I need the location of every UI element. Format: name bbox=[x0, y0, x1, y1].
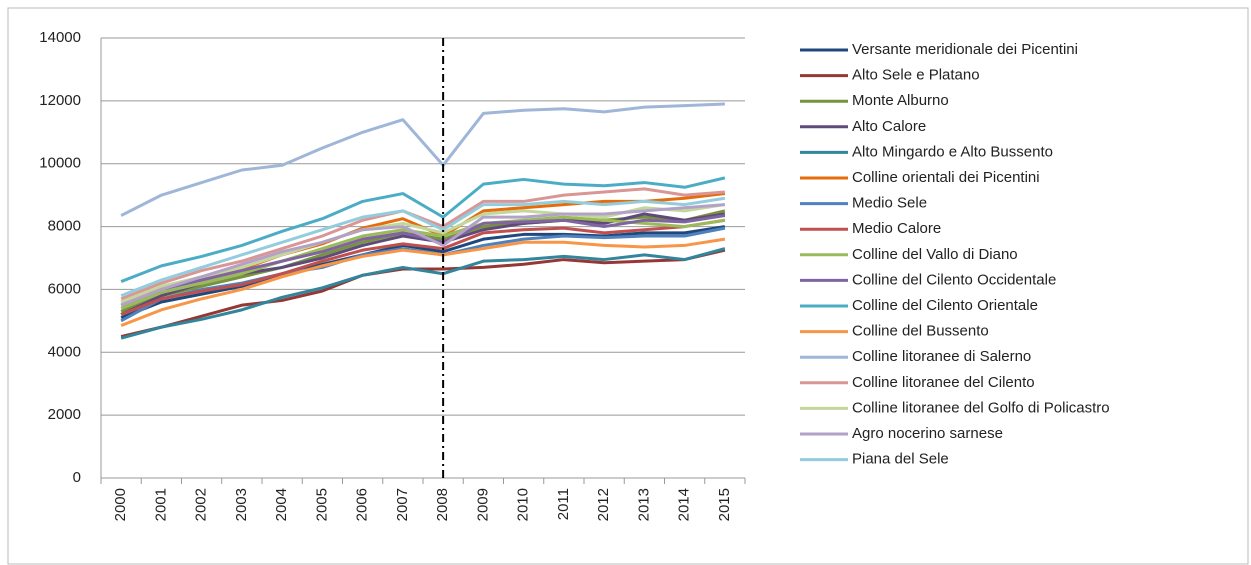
legend-label: Versante meridionale dei Picentini bbox=[852, 41, 1078, 58]
series-line bbox=[120, 215, 726, 310]
y-tick-label: 4000 bbox=[48, 343, 81, 360]
x-tick-label: 2000 bbox=[112, 488, 129, 521]
x-tick-label: 2014 bbox=[676, 488, 693, 521]
legend-label: Colline del Vallo di Diano bbox=[852, 246, 1018, 263]
series-line bbox=[120, 203, 725, 307]
series-line bbox=[120, 247, 726, 340]
legend-label: Colline del Bussento bbox=[852, 323, 989, 340]
series-line bbox=[120, 196, 726, 298]
frame bbox=[7, 7, 1249, 565]
series-line bbox=[120, 225, 726, 320]
y-tick-label: 14000 bbox=[39, 29, 81, 46]
y-tick-label: 0 bbox=[73, 469, 81, 486]
x-tick-label: 2004 bbox=[273, 488, 290, 521]
legend-label: Colline del Cilento Occidentale bbox=[852, 271, 1056, 288]
x-tick-label: 2011 bbox=[555, 488, 572, 520]
legend-label: Alto Sele e Platano bbox=[852, 67, 980, 84]
legend-label: Agro nocerino sarnese bbox=[852, 425, 1003, 442]
y-tick-label: 10000 bbox=[39, 155, 81, 172]
y-tick-label: 6000 bbox=[48, 280, 81, 297]
series-line bbox=[120, 176, 726, 283]
legend-label: Colline litoranee del Cilento bbox=[852, 374, 1035, 391]
series-line bbox=[120, 102, 725, 217]
series-line bbox=[120, 248, 726, 339]
x-tick-label: 2007 bbox=[394, 488, 411, 521]
x-tick-label: 2001 bbox=[152, 488, 169, 521]
legend-label: Colline del Cilento Orientale bbox=[852, 297, 1038, 314]
legend-label: Medio Sele bbox=[852, 195, 927, 212]
x-tick-label: 2005 bbox=[313, 488, 330, 521]
y-tick-label: 2000 bbox=[48, 406, 81, 423]
x-tick-label: 2008 bbox=[434, 488, 451, 521]
legend-label: Colline orientali dei Picentini bbox=[852, 169, 1040, 186]
series-line bbox=[120, 218, 726, 316]
legend-label: Piana del Sele bbox=[852, 451, 949, 468]
legend-label: Medio Calore bbox=[852, 220, 941, 237]
legend-label: Colline litoranee di Salerno bbox=[852, 348, 1031, 365]
x-tick-label: 2006 bbox=[354, 488, 371, 521]
x-tick-label: 2009 bbox=[474, 488, 491, 521]
series-line bbox=[120, 237, 726, 327]
x-tick-label: 2002 bbox=[193, 488, 210, 521]
y-tick-label: 8000 bbox=[48, 218, 81, 235]
legend-label: Alto Calore bbox=[852, 118, 926, 135]
x-tick-label: 2003 bbox=[233, 488, 250, 521]
legend-label: Colline litoranee del Golfo di Policastr… bbox=[852, 399, 1110, 416]
x-tick-label: 2013 bbox=[635, 488, 652, 521]
x-tick-label: 2012 bbox=[595, 488, 612, 521]
x-tick-label: 2015 bbox=[716, 488, 733, 521]
legend-label: Alto Mingardo e Alto Bussento bbox=[852, 143, 1053, 160]
y-tick-label: 12000 bbox=[39, 92, 81, 109]
x-tick-label: 2010 bbox=[515, 488, 532, 521]
legend-label: Monte Alburno bbox=[852, 92, 949, 109]
